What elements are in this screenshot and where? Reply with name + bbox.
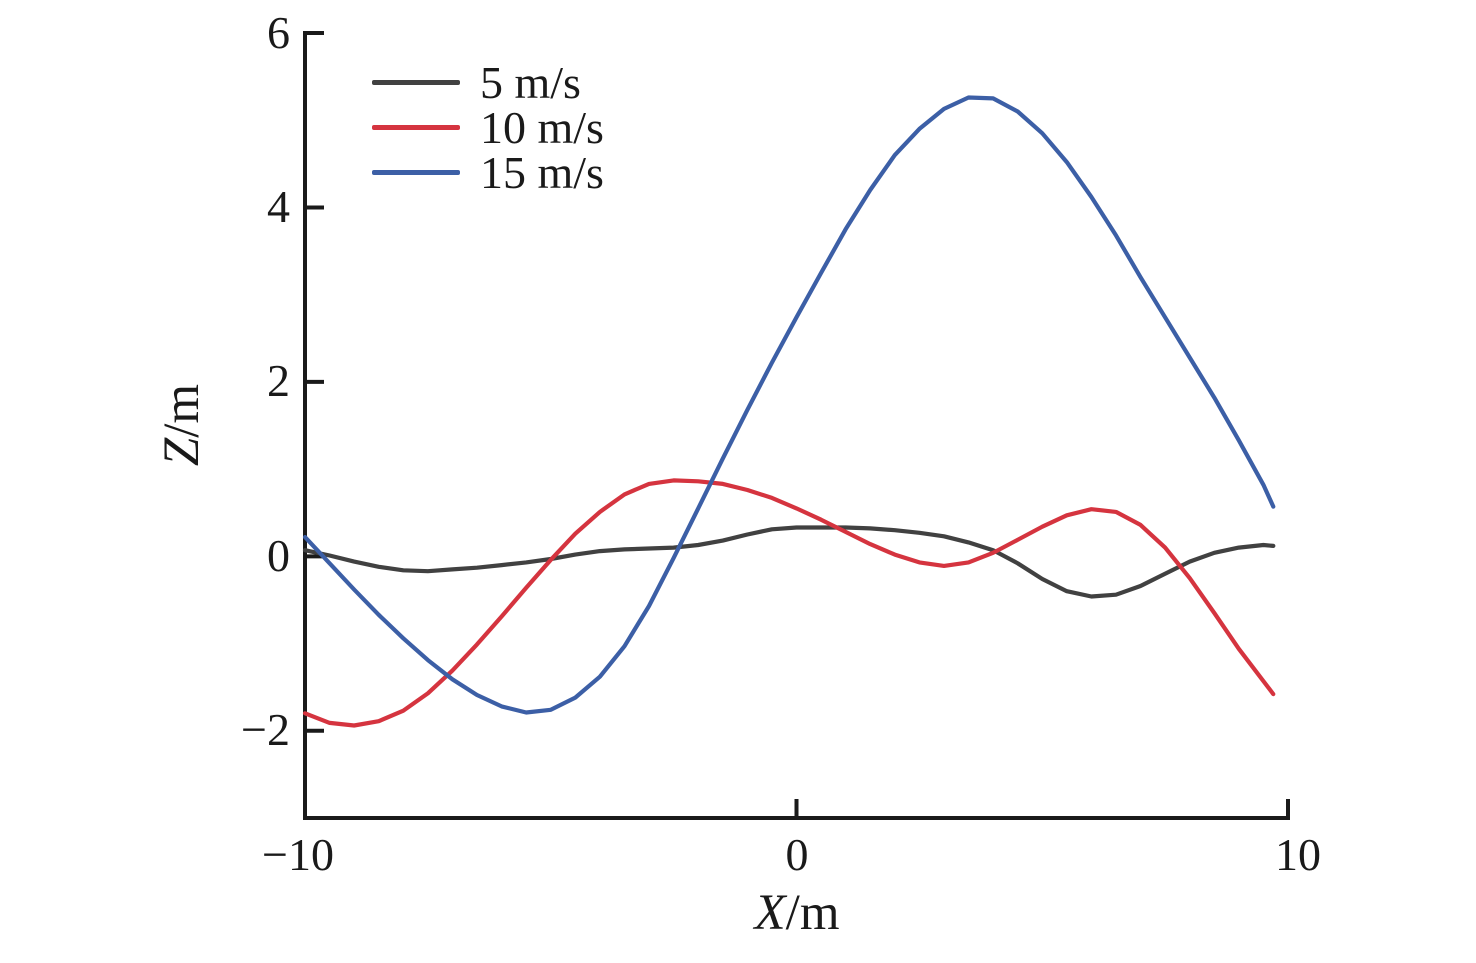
x-tick-label-10: 10 <box>1275 829 1321 880</box>
x-axis-label-variable: X <box>754 885 786 941</box>
y-tick-label-0: 0 <box>267 530 290 581</box>
legend: 5 m/s 10 m/s 15 m/s <box>372 57 604 198</box>
legend-item-10ms: 10 m/s <box>372 102 604 153</box>
legend-label-10ms: 10 m/s <box>480 102 604 153</box>
curve-5ms <box>302 525 1276 599</box>
curve-15ms <box>302 95 1276 715</box>
legend-item-5ms: 5 m/s <box>372 57 604 108</box>
x-axis-label-unit: /m <box>785 885 840 941</box>
legend-label-15ms: 15 m/s <box>480 147 604 198</box>
legend-swatch-5ms <box>372 80 460 85</box>
y-axis-label-variable: Z <box>154 437 210 467</box>
legend-label-5ms: 5 m/s <box>480 57 581 108</box>
legend-swatch-15ms <box>372 170 460 175</box>
y-axis-label-unit: /m <box>154 383 210 438</box>
axis-ticks <box>305 31 1290 818</box>
x-tick-label-0: 0 <box>785 829 809 880</box>
x-axis-label: X/m <box>697 888 897 939</box>
y-tick-label-6: 6 <box>267 7 290 58</box>
x-tick-label-neg10: −10 <box>262 829 334 880</box>
legend-swatch-10ms <box>372 125 460 130</box>
curve-10ms <box>302 478 1276 728</box>
y-tick-label-2: 2 <box>267 355 290 406</box>
y-tick-label-neg2: −2 <box>241 704 290 755</box>
y-axis-label: Z/m <box>154 345 213 505</box>
legend-item-15ms: 15 m/s <box>372 147 604 198</box>
y-tick-label-4: 4 <box>267 181 290 232</box>
